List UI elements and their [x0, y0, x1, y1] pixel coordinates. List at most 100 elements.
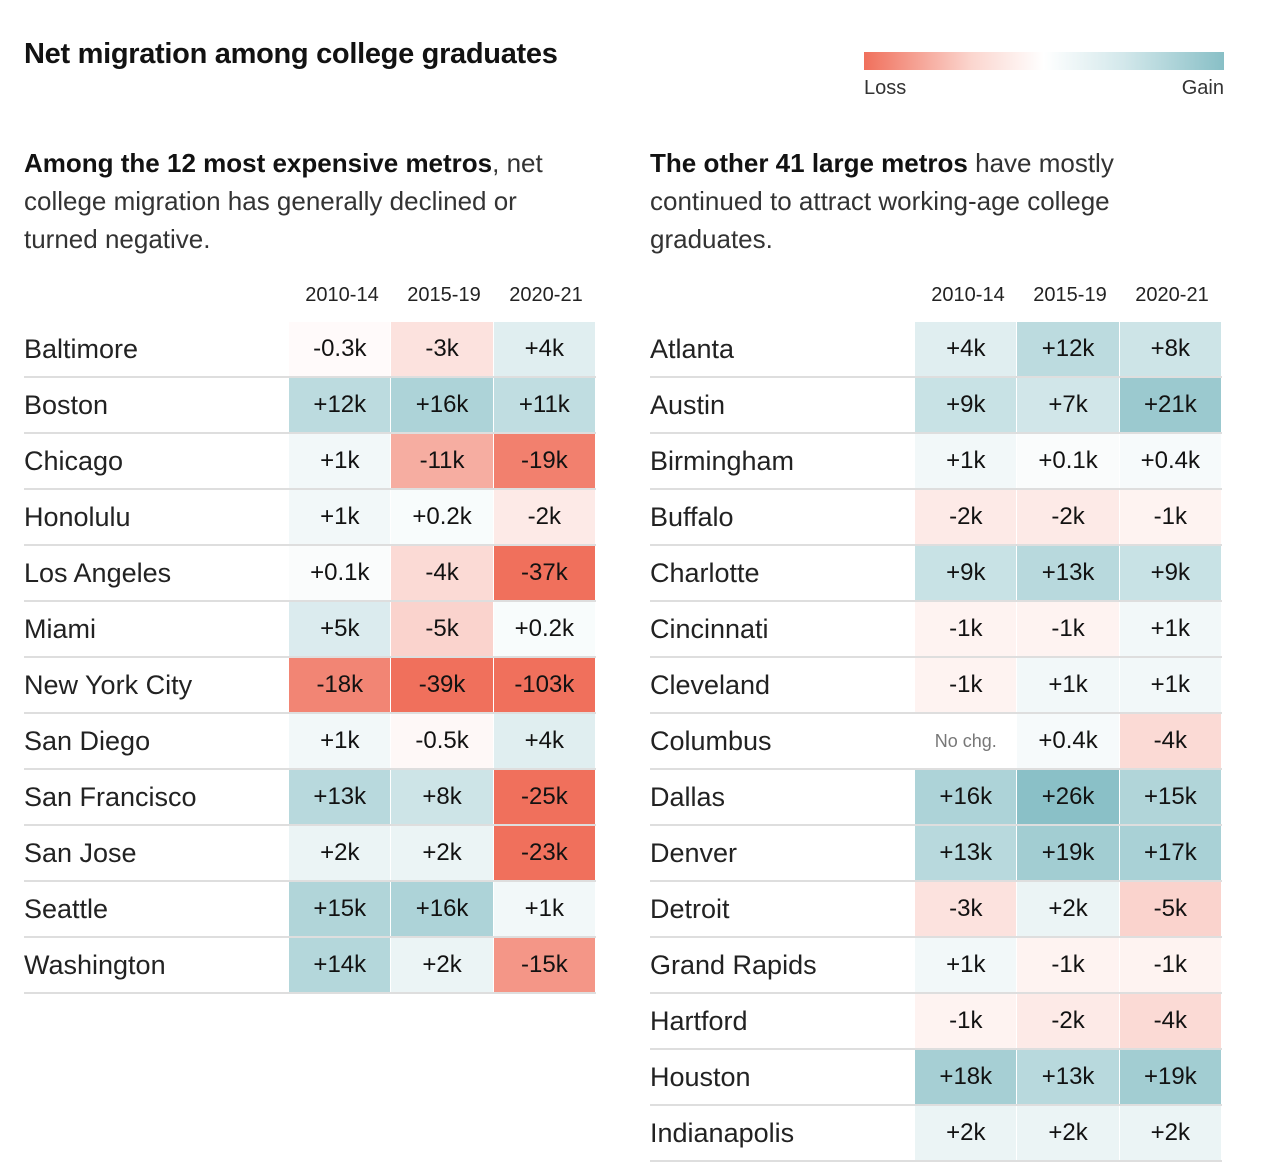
metro-name: Honolulu	[24, 502, 131, 532]
metro-name: San Francisco	[24, 782, 197, 812]
heatmap-cell: -1k	[1017, 938, 1119, 992]
table-row: Seattle +15k +16k +1k	[24, 882, 596, 938]
color-legend: Loss Gain	[864, 52, 1224, 100]
heatmap-cell: +2k	[1119, 1106, 1221, 1160]
heatmap-cell: +2k	[915, 1106, 1017, 1160]
expensive-metros-panel: Among the 12 most expensive metros, net …	[24, 144, 596, 994]
heatmap-cell: +2k	[1017, 882, 1119, 936]
metro-name: Los Angeles	[24, 558, 172, 588]
heatmap-cell: -25k	[493, 770, 595, 824]
table-row: Austin +9k +7k +21k	[650, 378, 1222, 434]
heatmap-cell: +12k	[289, 378, 391, 432]
table-row: San Francisco +13k +8k -25k	[24, 770, 596, 826]
heatmap-cell: +2k	[391, 826, 493, 880]
column-header: 2010-14 2015-19 2020-21	[917, 284, 1223, 307]
column-label: 2015-19	[1033, 284, 1107, 306]
table-row: Baltimore -0.3k -3k +4k	[24, 322, 596, 378]
heatmap-cell: -4k	[1119, 714, 1221, 768]
heatmap-cell: -1k	[1017, 602, 1119, 656]
metro-name: Indianapolis	[650, 1118, 795, 1148]
heatmap-cell: +4k	[493, 714, 595, 768]
subtitle-rest: , net college migration has generally de…	[24, 148, 543, 254]
heatmap-cell: -2k	[1017, 994, 1119, 1048]
heatmap-cell: +21k	[1119, 378, 1221, 432]
table-row: Boston +12k +16k +11k	[24, 378, 596, 434]
heatmap-cell: -103k	[493, 658, 595, 712]
heatmap-cell: -2k	[915, 490, 1017, 544]
heatmap-cell: +9k	[915, 546, 1017, 600]
heatmap-cell: -1k	[1119, 490, 1221, 544]
heatmap-cell: +0.4k	[1119, 434, 1221, 488]
table-row: Dallas +16k +26k +15k	[650, 770, 1222, 826]
heatmap-cell: +0.2k	[391, 490, 493, 544]
heatmap-cell: +1k	[493, 882, 595, 936]
heatmap-cell: -3k	[391, 322, 493, 376]
subtitle-rest: have mostly continued to attract working…	[650, 148, 1114, 254]
metro-name: Detroit	[650, 894, 730, 924]
table-row: New York City -18k -39k -103k	[24, 658, 596, 714]
heatmap-cell: -5k	[1119, 882, 1221, 936]
heatmap-cell: +5k	[289, 602, 391, 656]
heatmap-cell: +14k	[289, 938, 391, 992]
table-row: Los Angeles +0.1k -4k -37k	[24, 546, 596, 602]
metro-name: Boston	[24, 390, 109, 420]
metro-name: Buffalo	[650, 502, 734, 532]
metro-name: Charlotte	[650, 558, 760, 588]
heatmap-cell: +7k	[1017, 378, 1119, 432]
legend-gain-label: Gain	[1181, 77, 1224, 99]
chart-title: Net migration among college graduates	[24, 38, 558, 70]
metro-name: Chicago	[24, 446, 124, 476]
heatmap-cell: -19k	[493, 434, 595, 488]
subtitle-bold: Among the 12 most expensive metros	[24, 148, 493, 178]
column-header: 2010-14 2015-19 2020-21	[291, 284, 597, 307]
heatmap-cell: +1k	[289, 434, 391, 488]
heatmap-cell: -3k	[915, 882, 1017, 936]
heatmap-cell: +1k	[1119, 658, 1221, 712]
heatmap-cell: +1k	[1017, 658, 1119, 712]
heatmap-cell: +0.1k	[1017, 434, 1119, 488]
metro-name: San Diego	[24, 726, 151, 756]
heatmap-cell: -39k	[391, 658, 493, 712]
table-row: Columbus No chg. +0.4k -4k	[650, 714, 1222, 770]
heatmap-table: Atlanta +4k +12k +8k Austin +9k +7k +21k Birming…	[650, 322, 1222, 1162]
heatmap-cell: -4k	[1119, 994, 1221, 1048]
heatmap-cell: -5k	[391, 602, 493, 656]
heatmap-cell: +2k	[391, 938, 493, 992]
heatmap-cell: +2k	[289, 826, 391, 880]
table-row: San Jose +2k +2k -23k	[24, 826, 596, 882]
table-row: Detroit -3k +2k -5k	[650, 882, 1222, 938]
table-row: Hartford -1k -2k -4k	[650, 994, 1222, 1050]
heatmap-cell: +9k	[1119, 546, 1221, 600]
metro-name: Cleveland	[650, 670, 771, 700]
table-row: Cincinnati -1k -1k +1k	[650, 602, 1222, 658]
metro-name: Hartford	[650, 1006, 748, 1036]
column-label: 2010-14	[305, 284, 379, 306]
heatmap-cell: +13k	[289, 770, 391, 824]
heatmap-cell: +19k	[1119, 1050, 1221, 1104]
heatmap-cell: +12k	[1017, 322, 1119, 376]
heatmap-cell: -11k	[391, 434, 493, 488]
table-row: San Diego +1k -0.5k +4k	[24, 714, 596, 770]
heatmap-cell: +19k	[1017, 826, 1119, 880]
heatmap-table: Baltimore -0.3k -3k +4k Boston +12k +16k +11k Ch…	[24, 322, 596, 994]
other-metros-panel: The other 41 large metros have mostly co…	[650, 144, 1222, 1162]
heatmap-cell: -2k	[493, 490, 595, 544]
heatmap-cell: +17k	[1119, 826, 1221, 880]
subtitle-bold: The other 41 large metros	[650, 148, 968, 178]
table-row: Atlanta +4k +12k +8k	[650, 322, 1222, 378]
metro-name: Grand Rapids	[650, 950, 817, 980]
heatmap-cell: +18k	[915, 1050, 1017, 1104]
table-row: Denver +13k +19k +17k	[650, 826, 1222, 882]
metro-name: Seattle	[24, 894, 109, 924]
metro-name: Birmingham	[650, 446, 795, 476]
heatmap-cell: -1k	[915, 602, 1017, 656]
metro-name: San Jose	[24, 838, 137, 868]
heatmap-cell: +13k	[915, 826, 1017, 880]
panel-subtitle: The other 41 large metros have mostly co…	[650, 144, 1222, 260]
heatmap-cell: +4k	[493, 322, 595, 376]
heatmap-cell: No chg.	[915, 714, 1017, 768]
panel-subtitle: Among the 12 most expensive metros, net …	[24, 144, 596, 260]
heatmap-cell: -2k	[1017, 490, 1119, 544]
table-row: Honolulu +1k +0.2k -2k	[24, 490, 596, 546]
column-label: 2020-21	[509, 284, 583, 306]
